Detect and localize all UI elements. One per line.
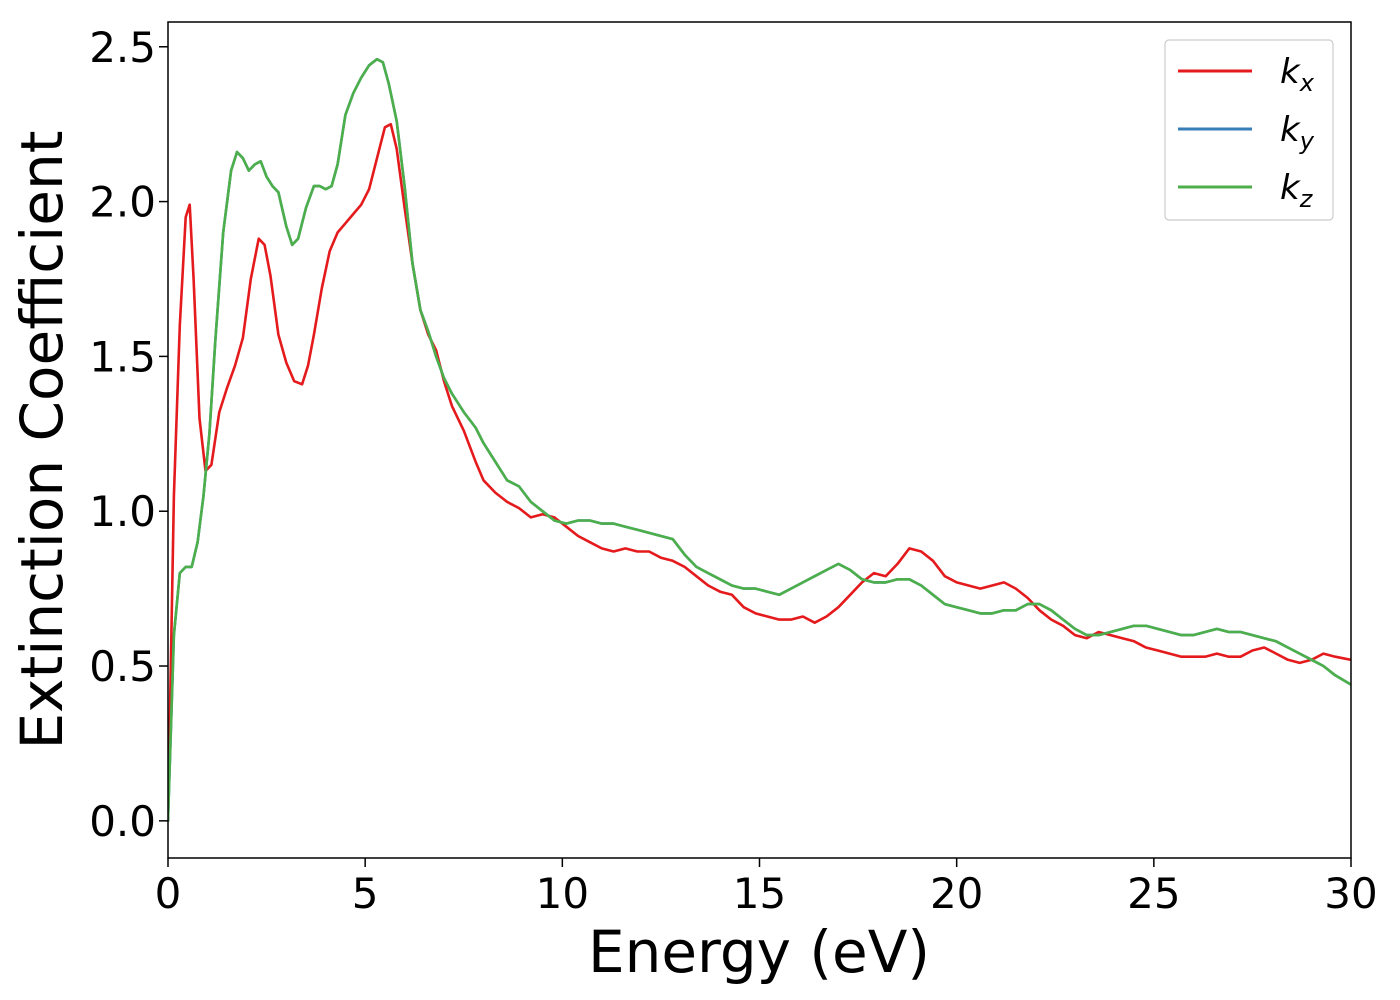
legend-label-kx: kx xyxy=(1280,52,1315,97)
x-axis-title: Energy (eV) xyxy=(588,918,930,986)
legend-label-base: k xyxy=(1280,168,1301,208)
x-tick-label: 0 xyxy=(155,869,182,918)
x-tick-label: 25 xyxy=(1127,869,1180,918)
x-tick-label: 5 xyxy=(352,869,379,918)
legend-label-subscript: y xyxy=(1299,127,1315,155)
y-tick-label: 1.0 xyxy=(89,487,156,536)
x-tick-label: 15 xyxy=(733,869,786,918)
series-line-kz xyxy=(168,57,1351,823)
legend-label-subscript: z xyxy=(1299,185,1314,213)
legend-label-kz: kz xyxy=(1280,168,1314,213)
x-tick-label: 10 xyxy=(536,869,589,918)
series-line-kx xyxy=(168,122,1351,823)
y-tick-label: 0.5 xyxy=(89,642,156,691)
y-tick-label: 0.0 xyxy=(89,797,156,846)
x-tick-label: 20 xyxy=(930,869,983,918)
x-tick-label: 30 xyxy=(1324,869,1377,918)
legend-label-base: k xyxy=(1280,52,1301,92)
legend-label-ky: ky xyxy=(1280,110,1315,155)
y-axis: 0.0 0.5 1.0 1.5 2.0 2.5 xyxy=(89,23,168,846)
x-axis: 0 5 10 15 20 25 30 xyxy=(155,858,1378,918)
y-axis-title: Extinction Coefficient xyxy=(8,131,76,750)
y-tick-label: 1.5 xyxy=(89,332,156,381)
legend-label-base: k xyxy=(1280,110,1301,150)
y-tick-label: 2.0 xyxy=(89,178,156,227)
y-tick-label: 2.5 xyxy=(89,23,156,72)
legend-label-subscript: x xyxy=(1299,69,1315,97)
series-layer xyxy=(168,57,1351,823)
